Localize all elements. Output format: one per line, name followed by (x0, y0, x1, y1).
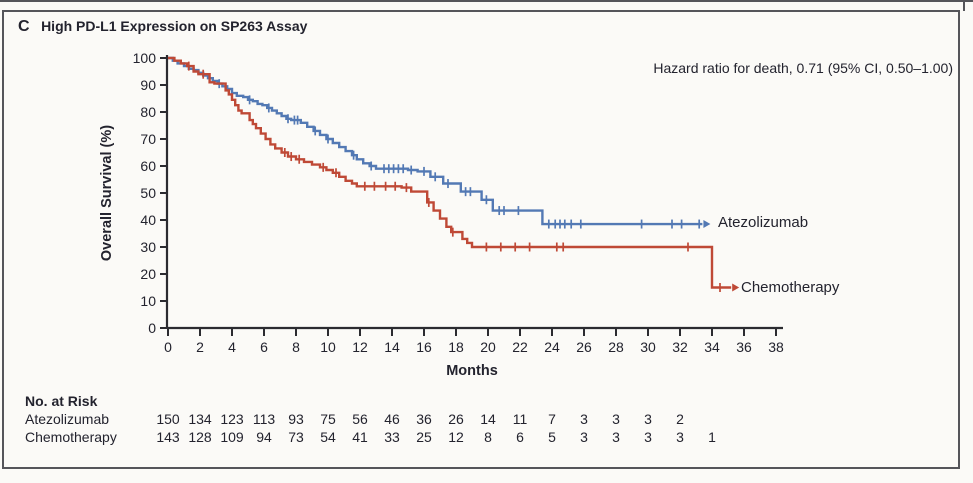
x-tick-label: 30 (640, 339, 656, 355)
curve-end-arrow-chemotherapy (732, 283, 740, 292)
x-tick-label: 28 (608, 339, 624, 355)
risk-value: 56 (352, 411, 368, 427)
y-tick-label: 30 (140, 239, 156, 255)
risk-row-label: Atezolizumab (25, 411, 110, 427)
risk-value: 3 (676, 429, 684, 445)
previous-panel-divider (0, 0, 973, 2)
risk-value: 5 (548, 429, 556, 445)
y-tick-label: 80 (140, 104, 156, 120)
risk-value: 3 (644, 429, 652, 445)
hazard-ratio-annotation: Hazard ratio for death, 0.71 (95% CI, 0.… (653, 60, 953, 76)
x-tick-label: 20 (480, 339, 496, 355)
risk-value: 3 (644, 411, 652, 427)
risk-value: 150 (156, 411, 180, 427)
risk-value: 8 (484, 429, 492, 445)
x-tick-label: 2 (196, 339, 204, 355)
risk-value: 143 (156, 429, 180, 445)
risk-value: 46 (384, 411, 400, 427)
risk-value: 54 (320, 429, 336, 445)
panel-letter: C (18, 18, 31, 35)
risk-value: 3 (580, 411, 588, 427)
y-tick-label: 70 (140, 131, 156, 147)
x-tick-label: 24 (544, 339, 560, 355)
risk-value: 109 (220, 429, 244, 445)
km-curve-atezolizumab (168, 56, 703, 226)
curve-label-atezolizumab: Atezolizumab (718, 214, 809, 231)
x-tick-label: 18 (448, 339, 464, 355)
x-tick-label: 10 (320, 339, 336, 355)
risk-row-label: Chemotherapy (25, 429, 117, 445)
panel-frame (2, 10, 960, 469)
curve-end-arrow-atezolizumab (703, 220, 711, 229)
risk-value: 3 (580, 429, 588, 445)
x-tick-label: 34 (704, 339, 720, 355)
risk-value: 33 (384, 429, 400, 445)
risk-value: 73 (288, 429, 304, 445)
y-tick-label: 20 (140, 266, 156, 282)
x-tick-label: 14 (384, 339, 400, 355)
risk-value: 1 (708, 429, 716, 445)
risk-value: 6 (516, 429, 524, 445)
risk-value: 75 (320, 411, 336, 427)
x-tick-label: 16 (416, 339, 432, 355)
panel-title: High PD-L1 Expression on SP263 Assay (41, 18, 308, 34)
risk-table-heading: No. at Risk (25, 393, 98, 409)
y-tick-label: 100 (133, 50, 157, 66)
risk-value: 128 (188, 429, 212, 445)
risk-value: 123 (220, 411, 244, 427)
y-tick-label: 10 (140, 293, 156, 309)
x-tick-label: 6 (260, 339, 268, 355)
risk-value: 36 (416, 411, 432, 427)
curve-label-chemotherapy: Chemotherapy (741, 279, 840, 296)
x-tick-label: 8 (292, 339, 300, 355)
risk-value: 12 (448, 429, 464, 445)
risk-value: 94 (256, 429, 272, 445)
y-axis-title: Overall Survival (%) (99, 125, 115, 261)
y-tick-label: 50 (140, 185, 156, 201)
risk-value: 3 (612, 411, 620, 427)
risk-value: 134 (188, 411, 212, 427)
risk-value: 25 (416, 429, 432, 445)
y-tick-label: 60 (140, 158, 156, 174)
x-tick-label: 36 (736, 339, 752, 355)
previous-panel-right-border (963, 0, 965, 11)
x-axis-title: Months (446, 363, 498, 379)
x-tick-label: 32 (672, 339, 688, 355)
risk-value: 7 (548, 411, 556, 427)
risk-value: 3 (612, 429, 620, 445)
x-tick-label: 12 (352, 339, 368, 355)
x-tick-label: 0 (164, 339, 172, 355)
risk-value: 2 (676, 411, 684, 427)
y-tick-label: 0 (148, 320, 156, 336)
risk-value: 26 (448, 411, 464, 427)
risk-value: 41 (352, 429, 368, 445)
y-tick-label: 90 (140, 77, 156, 93)
risk-value: 14 (480, 411, 496, 427)
risk-value: 11 (512, 411, 528, 427)
x-tick-label: 4 (228, 339, 236, 355)
x-tick-label: 38 (768, 339, 784, 355)
x-tick-label: 22 (512, 339, 528, 355)
risk-value: 93 (288, 411, 304, 427)
x-tick-label: 26 (576, 339, 592, 355)
km-curve-chemotherapy (168, 56, 732, 289)
y-tick-label: 40 (140, 212, 156, 228)
risk-value: 113 (252, 411, 276, 427)
panel-header: C High PD-L1 Expression on SP263 Assay (18, 18, 307, 36)
